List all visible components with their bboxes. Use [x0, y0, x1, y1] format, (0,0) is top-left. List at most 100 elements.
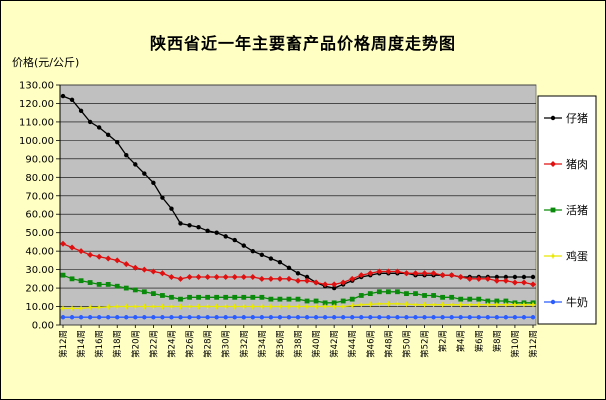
- data-point: [458, 315, 463, 320]
- data-point: [476, 315, 481, 320]
- data-point: [503, 298, 509, 304]
- data-point: [295, 315, 301, 320]
- x-tick-label: 第32周: [239, 330, 250, 358]
- y-tick-label: 30.00: [25, 265, 54, 276]
- data-point: [276, 275, 283, 282]
- data-point: [413, 315, 418, 320]
- data-point: [214, 230, 219, 235]
- data-point: [232, 237, 237, 243]
- data-point: [295, 271, 301, 276]
- data-point: [530, 281, 536, 288]
- data-point: [439, 301, 446, 308]
- data-point: [358, 272, 365, 279]
- x-tick-label: 第26周: [185, 330, 196, 358]
- data-point: [115, 140, 120, 145]
- data-point: [60, 272, 66, 278]
- data-point: [485, 315, 491, 320]
- data-point: [132, 264, 139, 271]
- y-axis-label: 价格(元/公斤): [12, 56, 80, 69]
- data-point: [123, 285, 129, 291]
- data-point: [177, 275, 184, 282]
- data-point: [258, 275, 265, 282]
- data-point: [276, 303, 284, 310]
- x-tick-label: 第44周: [347, 330, 358, 358]
- data-point: [403, 300, 410, 308]
- legend-marker: [550, 207, 556, 213]
- y-tick-label: 70.00: [25, 191, 54, 202]
- data-point: [421, 270, 428, 277]
- series-猪肉: [60, 240, 536, 288]
- data-point: [196, 224, 201, 230]
- data-point: [169, 206, 174, 211]
- data-point: [430, 270, 437, 277]
- data-point: [123, 261, 130, 268]
- data-point: [412, 301, 419, 308]
- x-tick-label: 第50周: [401, 330, 412, 358]
- data-point: [196, 315, 201, 320]
- data-point: [205, 294, 211, 300]
- data-point: [484, 275, 491, 282]
- data-point: [268, 296, 274, 302]
- data-point: [440, 294, 446, 300]
- data-point: [187, 294, 192, 300]
- data-point: [241, 243, 246, 248]
- data-point: [186, 303, 193, 310]
- data-point: [160, 315, 165, 320]
- data-point: [385, 289, 391, 295]
- data-point: [340, 279, 347, 286]
- data-point: [142, 171, 147, 176]
- data-point: [395, 315, 400, 320]
- data-point: [105, 132, 111, 138]
- data-point: [349, 296, 355, 302]
- data-point: [476, 296, 482, 302]
- data-point: [286, 315, 292, 320]
- data-point: [304, 315, 310, 320]
- data-point: [340, 315, 346, 320]
- x-tick-label: 第36周: [275, 330, 286, 358]
- data-point: [250, 294, 256, 300]
- data-point: [494, 298, 500, 304]
- y-tick-label: 90.00: [25, 154, 54, 165]
- data-point: [160, 293, 165, 298]
- x-tick-label: 第4周: [456, 330, 467, 352]
- data-point: [268, 315, 274, 320]
- data-point: [394, 300, 401, 307]
- data-point: [105, 255, 112, 262]
- data-point: [160, 195, 165, 200]
- data-point: [494, 274, 500, 280]
- data-point: [86, 304, 94, 311]
- x-tick-label: 第46周: [365, 330, 376, 358]
- x-tick-label: 第30周: [221, 330, 232, 358]
- chart-title: 陕西省近一年主要畜产品价格周度走势图: [149, 34, 456, 53]
- data-point: [440, 315, 445, 320]
- plot-area: [59, 84, 537, 326]
- data-point: [422, 293, 427, 298]
- data-point: [530, 274, 536, 280]
- data-point: [241, 315, 246, 320]
- data-point: [141, 303, 148, 310]
- data-point: [124, 315, 129, 320]
- data-point: [529, 301, 537, 308]
- data-point: [213, 274, 220, 280]
- data-point: [350, 315, 355, 320]
- data-point: [231, 274, 238, 280]
- data-point: [511, 279, 518, 286]
- data-point: [295, 296, 301, 302]
- data-point: [521, 274, 527, 280]
- data-point: [502, 301, 510, 308]
- data-point: [195, 303, 202, 310]
- y-tick-label: 100.00: [19, 136, 54, 147]
- y-tick-label: 10.00: [25, 302, 54, 313]
- data-point: [214, 294, 220, 300]
- data-point: [132, 287, 138, 293]
- data-point: [204, 303, 211, 310]
- x-tick-label: 第14周: [76, 330, 87, 358]
- data-point: [124, 152, 129, 158]
- data-point: [331, 281, 338, 288]
- data-point: [105, 315, 111, 320]
- x-tick-label: 第52周: [420, 330, 431, 358]
- data-point: [142, 315, 147, 320]
- data-point: [413, 291, 418, 297]
- data-point: [168, 303, 175, 310]
